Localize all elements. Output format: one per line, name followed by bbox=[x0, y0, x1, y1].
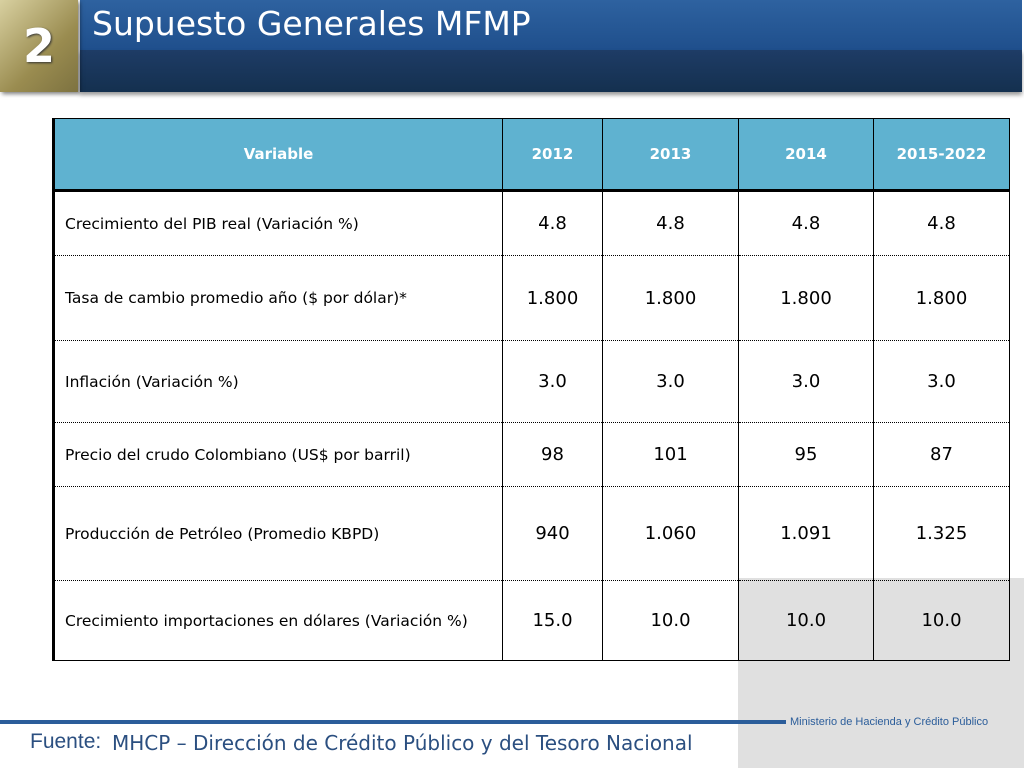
header-band bbox=[80, 50, 1022, 92]
column-header: 2013 bbox=[602, 118, 739, 192]
table-row: Crecimiento importaciones en dólares (Va… bbox=[52, 580, 1010, 661]
cell-value: 1.325 bbox=[873, 486, 1010, 581]
cell-value: 1.800 bbox=[873, 255, 1010, 341]
slide-title: Supuesto Generales MFMP bbox=[92, 4, 531, 43]
cell-value: 1.800 bbox=[602, 255, 739, 341]
cell-value: 3.0 bbox=[602, 340, 739, 423]
table-row: Precio del crudo Colombiano (US$ por bar… bbox=[52, 422, 1010, 487]
column-header: 2014 bbox=[738, 118, 874, 192]
source-text: MHCP – Dirección de Crédito Público y de… bbox=[112, 731, 693, 755]
row-label: Crecimiento del PIB real (Variación %) bbox=[52, 190, 503, 256]
cell-value: 87 bbox=[873, 422, 1010, 487]
cell-value: 3.0 bbox=[738, 340, 874, 423]
row-label: Tasa de cambio promedio año ($ por dólar… bbox=[52, 255, 503, 341]
cell-value: 15.0 bbox=[502, 580, 603, 661]
table-row: Tasa de cambio promedio año ($ por dólar… bbox=[52, 255, 1010, 341]
cell-value: 940 bbox=[502, 486, 603, 581]
cell-value: 3.0 bbox=[502, 340, 603, 423]
cell-value: 4.8 bbox=[738, 190, 874, 256]
assumptions-table: Variable 2012 2013 2014 2015-2022 Crecimient… bbox=[52, 118, 1010, 661]
cell-value: 10.0 bbox=[602, 580, 739, 661]
cell-value: 101 bbox=[602, 422, 739, 487]
row-label: Producción de Petróleo (Promedio KBPD) bbox=[52, 486, 503, 581]
logo-text: Ministerio de Hacienda y Crédito Público bbox=[790, 716, 989, 728]
cell-value: 1.800 bbox=[502, 255, 603, 341]
column-header: Variable bbox=[52, 118, 503, 192]
column-header: 2012 bbox=[502, 118, 603, 192]
header-row: Variable 2012 2013 2014 2015-2022 bbox=[52, 118, 1010, 192]
cell-value: 1.800 bbox=[738, 255, 874, 341]
header-bar bbox=[80, 0, 1022, 50]
cell-value: 98 bbox=[502, 422, 603, 487]
table-row: Crecimiento del PIB real (Variación %) 4.… bbox=[52, 190, 1010, 256]
column-header: 2015-2022 bbox=[873, 118, 1010, 192]
cell-value: 4.8 bbox=[873, 190, 1010, 256]
slide-number: 2 bbox=[0, 0, 78, 92]
cell-value: 1.091 bbox=[738, 486, 874, 581]
table-row: Inflación (Variación %) 3.0 3.0 3.0 3.0 bbox=[52, 340, 1010, 423]
row-label: Precio del crudo Colombiano (US$ por bar… bbox=[52, 422, 503, 487]
cell-value: 10.0 bbox=[873, 580, 1010, 661]
source-label: Fuente: bbox=[30, 730, 102, 753]
row-label: Inflación (Variación %) bbox=[52, 340, 503, 423]
cell-value: 4.8 bbox=[502, 190, 603, 256]
cell-value: 10.0 bbox=[738, 580, 874, 661]
row-label: Crecimiento importaciones en dólares (Va… bbox=[52, 580, 503, 661]
cell-value: 4.8 bbox=[602, 190, 739, 256]
cell-value: 3.0 bbox=[873, 340, 1010, 423]
footer-line bbox=[0, 720, 786, 724]
cell-value: 1.060 bbox=[602, 486, 739, 581]
cell-value: 95 bbox=[738, 422, 874, 487]
table-row: Producción de Petróleo (Promedio KBPD) 94… bbox=[52, 486, 1010, 581]
